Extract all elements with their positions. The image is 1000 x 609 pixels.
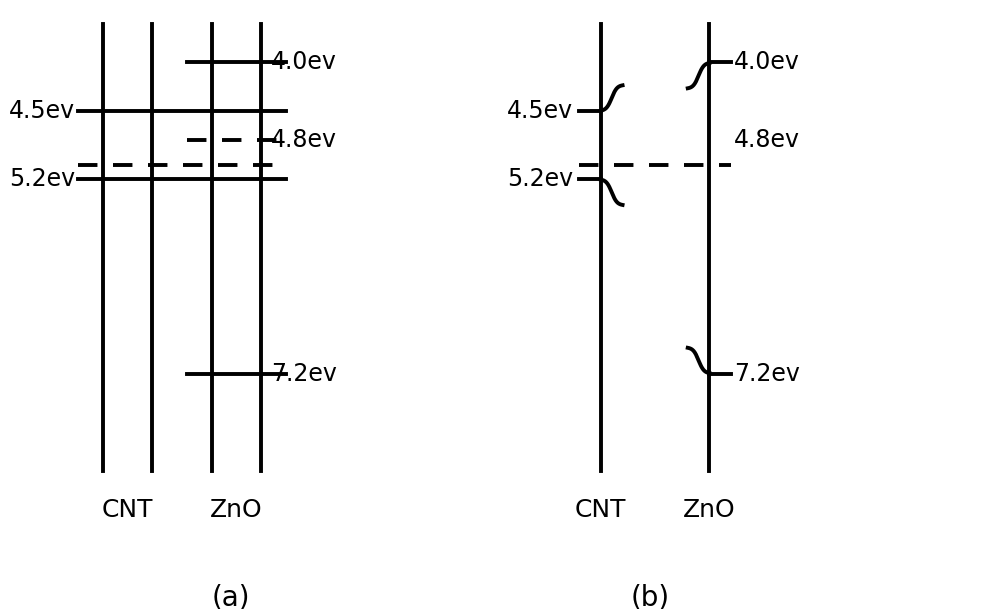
Text: 7.2ev: 7.2ev (734, 362, 800, 385)
Text: 4.0ev: 4.0ev (734, 51, 800, 74)
Text: 5.2ev: 5.2ev (507, 167, 573, 191)
Text: 7.2ev: 7.2ev (271, 362, 337, 385)
Text: 4.5ev: 4.5ev (507, 99, 573, 123)
Text: CNT: CNT (102, 498, 153, 522)
Text: 5.2ev: 5.2ev (9, 167, 75, 191)
Text: (b): (b) (631, 583, 670, 609)
Text: 4.8ev: 4.8ev (271, 128, 337, 152)
Text: ZnO: ZnO (210, 498, 263, 522)
Text: (a): (a) (212, 583, 251, 609)
Text: ZnO: ZnO (683, 498, 736, 522)
Text: 4.5ev: 4.5ev (9, 99, 75, 123)
Text: 4.0ev: 4.0ev (271, 51, 337, 74)
Text: 4.8ev: 4.8ev (734, 128, 800, 152)
Text: CNT: CNT (575, 498, 627, 522)
